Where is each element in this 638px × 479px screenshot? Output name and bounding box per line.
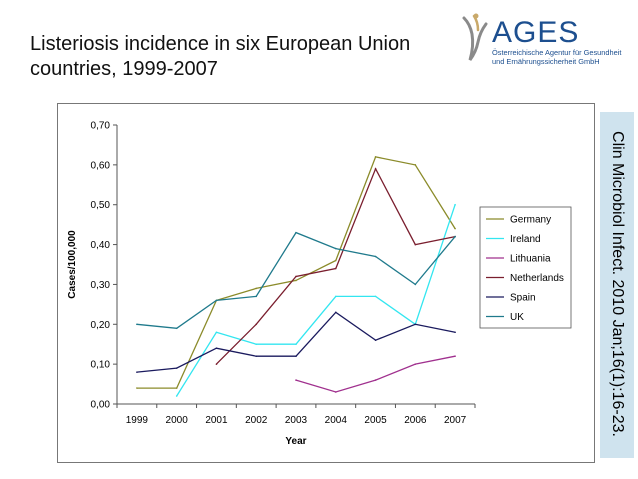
x-tick-label: 2007 [444,415,467,426]
data-point-netherlands [414,243,417,246]
data-point-germany [414,164,417,166]
x-tick-label: 2001 [205,415,228,426]
data-point-uk [215,299,218,302]
series-lines [136,156,456,397]
data-point-spain [136,371,138,373]
data-point-netherlands [295,275,297,278]
data-point-spain [374,339,377,342]
line-chart: 0,00 0,10 0,20 0,30 0,40 0,50 0,60 0,70 1999 200… [67,121,572,447]
y-tick-label: 0,30 [91,280,111,291]
data-point-spain [414,323,417,326]
y-tick-labels: 0,00 0,10 0,20 0,30 0,40 0,50 0,60 0,70 [91,121,111,411]
legend-label-ireland: Ireland [510,234,541,245]
slide-title: Listeriosis incidence in six European Un… [30,33,411,80]
x-tick-label: 1999 [126,415,149,426]
data-point-germany [334,259,337,262]
y-tick-label: 0,40 [91,240,111,251]
data-point-spain [454,331,456,334]
y-tick-label: 0,20 [91,320,111,331]
data-point-uk [175,327,178,330]
y-tick-label: 0,10 [91,360,111,371]
series-line-ireland [176,204,456,397]
data-point-netherlands [374,168,377,170]
data-point-ireland [295,343,297,346]
data-point-lithuania [414,363,417,365]
series-line-germany [136,156,456,389]
data-point-germany [374,156,377,158]
data-point-germany [295,279,297,282]
data-point-lithuania [454,355,456,357]
data-point-spain [255,355,258,357]
data-point-spain [175,367,178,369]
data-point-netherlands [334,267,337,270]
data-point-spain [334,311,337,314]
data-point-netherlands [215,363,218,365]
series-line-netherlands [215,167,456,365]
data-point-uk [374,255,377,258]
x-tick-label: 2002 [245,415,268,426]
legend: Germany Ireland Lithuania Netherlands Spain U… [486,215,564,323]
data-point-ireland [215,331,218,334]
data-point-ireland [255,343,258,346]
citation-bar: Clin Microbiol Infect. 2010 Jan;16(1):16… [600,112,634,458]
logo-line-1: Österreichische Agentur für Gesundheit [492,48,621,57]
y-tick-label: 0,50 [91,200,111,211]
y-tick-label: 0,00 [91,400,111,411]
data-point-uk [454,235,456,238]
data-point-uk [255,295,258,298]
x-tick-label: 2005 [364,415,387,426]
legend-label-lithuania: Lithuania [510,254,551,265]
logo-line-2: und Ernährungssicherheit GmbH [492,57,600,66]
data-point-uk [414,283,417,286]
ages-logo: AGES Österreichische Agentur für Gesundh… [456,12,634,70]
data-point-lithuania [295,379,297,381]
legend-label-germany: Germany [510,215,551,226]
data-point-germany [454,227,456,230]
data-point-lithuania [334,391,337,393]
x-tick-labels: 1999 2000 2001 2002 2003 2004 2005 2006 2007 [126,415,467,426]
y-tick-label: 0,60 [91,160,111,171]
data-point-netherlands [255,323,258,326]
legend-label-spain: Spain [510,293,536,304]
y-tick-label: 0,70 [91,121,111,132]
x-tick-label: 2000 [166,415,189,426]
x-axis-label: Year [285,436,306,447]
data-point-ireland [374,295,377,298]
x-tick-label: 2003 [285,415,308,426]
logo-wordmark: AGES [492,16,579,49]
data-point-ireland [454,203,456,206]
legend-label-uk: UK [510,312,524,323]
legend-label-netherlands: Netherlands [510,273,564,284]
data-point-lithuania [374,379,377,381]
data-point-uk [334,247,337,250]
data-point-germany [136,387,138,389]
data-point-germany [255,287,258,290]
data-point-spain [295,355,297,357]
data-point-germany [175,387,178,389]
citation-text: Clin Microbiol Infect. 2010 Jan;16(1):16… [609,131,626,437]
x-tick-label: 2006 [404,415,427,426]
data-point-spain [215,347,218,349]
data-point-uk [295,231,297,234]
series-line-spain [136,311,456,373]
x-tick-label: 2004 [325,415,348,426]
data-point-uk [136,323,138,326]
data-point-ireland [334,295,337,298]
legend-box [479,206,572,329]
ages-logo-emblem: AGES Österreichische Agentur für Gesundh… [462,13,621,66]
y-axis-label: Cases/100,000 [67,230,78,299]
series-line-lithuania [295,355,456,393]
chart-axes [113,124,476,408]
data-point-ireland [175,395,178,397]
